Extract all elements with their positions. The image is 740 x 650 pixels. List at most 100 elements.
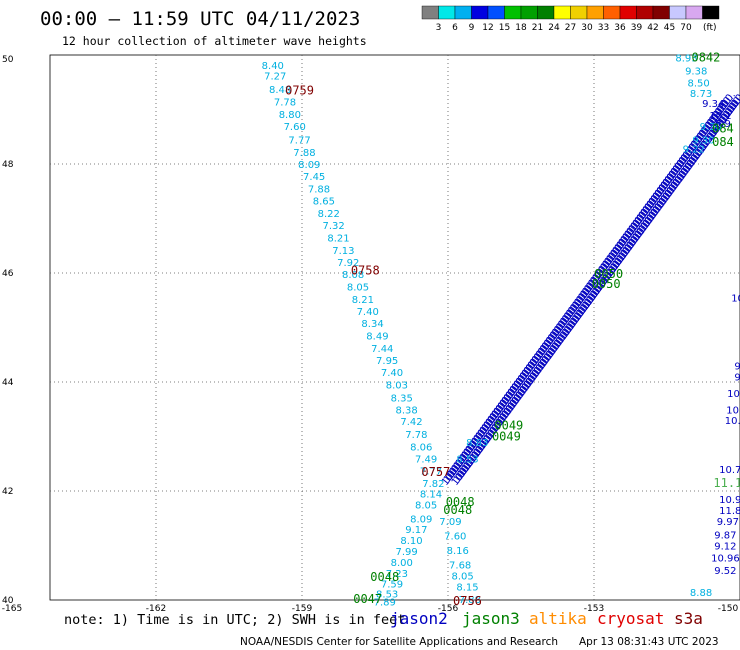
scale-swatch xyxy=(570,5,588,20)
wave-height-label: 9.38 xyxy=(685,66,707,77)
wave-height-label: 8.34 xyxy=(361,319,383,330)
scale-label: 15 xyxy=(499,23,510,33)
wave-height-label: 8.53 xyxy=(456,454,478,465)
wave-height-label: 8.15 xyxy=(456,582,478,593)
chart-title: 00:00 – 11:59 UTC 04/11/2023 xyxy=(40,8,360,30)
x-tick-label: -150 xyxy=(718,604,739,614)
wave-height-label: 7.49 xyxy=(415,454,437,465)
x-tick-label: -162 xyxy=(146,604,166,614)
wave-height-label: 8.48 xyxy=(269,85,291,96)
scale-label: 42 xyxy=(647,23,658,33)
wave-height-label: 8.05 xyxy=(415,501,437,512)
wave-height-label: 7.45 xyxy=(303,172,325,183)
wave-height-label: 8.53 xyxy=(376,589,398,600)
x-tick-label: -165 xyxy=(2,604,22,614)
wave-height-label: 8.05 xyxy=(347,283,369,294)
data-labels: 8.407.278.487.788.807.607.777.888.097.45… xyxy=(262,51,740,609)
scale-label: 33 xyxy=(598,23,609,33)
wave-height-label: 8.09 xyxy=(298,160,320,171)
wave-height-label: 8.35 xyxy=(391,393,413,404)
wave-height-label: 7.77 xyxy=(420,466,442,477)
legend-jason2: jason2 xyxy=(390,609,448,628)
wave-height-label: 10.96 xyxy=(711,553,740,564)
scale-label: 6 xyxy=(452,23,458,33)
wave-height-label: 9.87 xyxy=(714,531,736,542)
time-label: 084 xyxy=(712,135,734,149)
wave-height-label: 10.7 xyxy=(719,465,740,476)
scale-label: 9 xyxy=(469,23,475,33)
scale-label: 12 xyxy=(482,23,493,33)
chart-subtitle: 12 hour collection of altimeter wave hei… xyxy=(62,34,367,48)
time-label: 0050 xyxy=(592,277,621,291)
wave-height-label: 8.38 xyxy=(396,405,418,416)
wave-height-label: 7.60 xyxy=(284,122,306,133)
wave-height-label: 10.1 xyxy=(709,111,731,122)
satellite-legend: jason2 jason3 altika cryosat s3a xyxy=(390,609,703,628)
wave-height-label: 8.21 xyxy=(352,295,374,306)
scale-swatch xyxy=(685,5,703,20)
time-label: 0048 xyxy=(443,503,472,517)
legend-altika: altika xyxy=(529,609,587,628)
wave-height-label: 11.8 xyxy=(719,506,740,517)
wave-height-label: 7.40 xyxy=(357,307,379,318)
x-tick-label: -153 xyxy=(584,604,604,614)
scale-label: 39 xyxy=(631,23,643,33)
time-label: 0756 xyxy=(453,594,482,608)
scale-label: 45 xyxy=(664,23,675,33)
scale-swatch xyxy=(487,5,505,20)
scale-unit: (ft) xyxy=(703,23,717,33)
scale-label: 18 xyxy=(515,23,527,33)
x-tick-label: -156 xyxy=(438,604,459,614)
wave-height-label: 7.82 xyxy=(422,479,444,490)
wave-height-label: 7.23 xyxy=(386,569,408,580)
wave-height-label: 8.08 xyxy=(342,270,364,281)
y-tick-label: 46 xyxy=(2,269,14,279)
wave-height-label: 8.09 xyxy=(410,514,432,525)
scale-label: 24 xyxy=(548,23,560,33)
x-axis-ticks: -165 -162 -159 -156 -153 -150 xyxy=(2,604,739,614)
scale-label: 36 xyxy=(614,23,626,33)
scale-swatch xyxy=(652,5,670,20)
wave-height-label: 8.80 xyxy=(279,110,301,121)
wave-height-label: 8.14 xyxy=(420,490,442,501)
scale-swatch xyxy=(504,5,522,20)
wave-height-label: 8.16 xyxy=(447,546,469,557)
wave-height-label: 8.83 xyxy=(466,438,488,449)
scale-swatch xyxy=(471,5,489,20)
wave-height-label: 7.42 xyxy=(400,417,422,428)
wave-height-label: 8.65 xyxy=(313,197,335,208)
legend-s3a: s3a xyxy=(674,609,703,628)
scale-swatch xyxy=(454,5,472,20)
scale-swatch xyxy=(636,5,654,20)
wave-height-label: 7.78 xyxy=(274,97,296,108)
y-tick-label: 50 xyxy=(2,55,14,65)
wave-height-label: 8.03 xyxy=(386,381,408,392)
scale-swatch xyxy=(421,5,439,20)
time-label: 0047 xyxy=(353,592,382,606)
wave-height-label: 9.30 xyxy=(700,122,722,133)
time-label: 084 xyxy=(712,122,734,136)
scale-swatch xyxy=(438,5,456,20)
time-label: 0049 xyxy=(492,430,521,444)
wave-height-label: 7.59 xyxy=(381,580,403,591)
wave-height-label: 7.78 xyxy=(405,430,427,441)
wave-height-label: 7.88 xyxy=(308,185,330,196)
wave-height-label: 10 xyxy=(731,294,740,305)
wave-height-label: 7.88 xyxy=(293,148,315,159)
wave-height-label: 8.06 xyxy=(410,442,432,453)
wave-height-label: 7.27 xyxy=(264,72,286,83)
wave-height-label: 9 xyxy=(734,373,740,384)
wave-height-label: 7.95 xyxy=(376,356,398,367)
footer-note: note: 1) Time is in UTC; 2) SWH is in fe… xyxy=(64,612,405,628)
wave-height-label: 7.60 xyxy=(444,532,466,543)
track-mark: 10. xyxy=(730,90,740,109)
wave-height-label: 7.99 xyxy=(396,547,418,558)
y-axis-ticks: 50 48 46 44 42 40 xyxy=(2,55,14,606)
wave-height-label: 9.52 xyxy=(714,566,736,577)
wave-height-label: 8.10 xyxy=(400,536,422,547)
wave-height-label: 7.40 xyxy=(381,368,403,379)
wave-height-label: 9.12 xyxy=(714,542,736,553)
time-label: 0758 xyxy=(351,263,380,277)
